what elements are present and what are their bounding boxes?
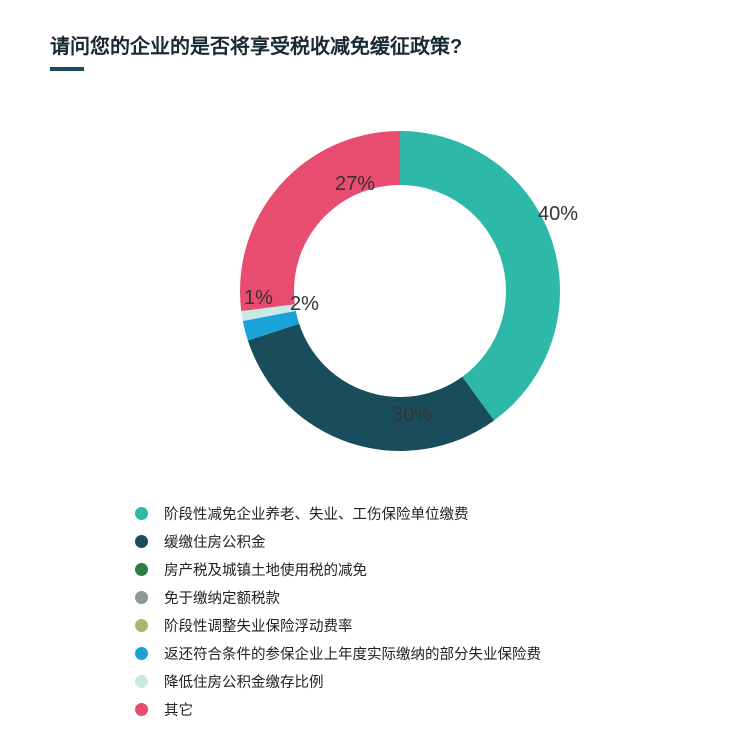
legend-swatch bbox=[135, 535, 148, 548]
donut-chart: 40% 30% 2% 1% 27% bbox=[160, 101, 580, 481]
legend-item: 房产税及城镇土地使用税的减免 bbox=[135, 557, 700, 581]
legend-label: 降低住房公积金缴存比例 bbox=[164, 671, 324, 692]
donut-slice bbox=[240, 131, 400, 311]
slice-label: 2% bbox=[290, 293, 319, 316]
legend-swatch bbox=[135, 619, 148, 632]
legend-swatch bbox=[135, 507, 148, 520]
slice-label: 27% bbox=[335, 173, 375, 196]
legend-item: 阶段性调整失业保险浮动费率 bbox=[135, 613, 700, 637]
donut-slice bbox=[400, 131, 560, 420]
legend-swatch bbox=[135, 591, 148, 604]
legend-swatch bbox=[135, 703, 148, 716]
slice-label: 30% bbox=[392, 404, 432, 427]
legend-label: 阶段性调整失业保险浮动费率 bbox=[164, 615, 353, 636]
legend-swatch bbox=[135, 647, 148, 660]
slice-label: 40% bbox=[538, 203, 578, 226]
legend-label: 免于缴纳定额税款 bbox=[164, 587, 280, 608]
legend-label: 缓缴住房公积金 bbox=[164, 531, 266, 552]
donut-slice bbox=[248, 324, 494, 451]
legend-label: 返还符合条件的参保企业上年度实际缴纳的部分失业保险费 bbox=[164, 643, 541, 664]
legend-item: 其它 bbox=[135, 697, 700, 721]
title-underline bbox=[50, 67, 84, 71]
chart-title: 请问您的企业的是否将享受税收减免缓征政策? bbox=[50, 30, 700, 59]
legend-label: 房产税及城镇土地使用税的减免 bbox=[164, 559, 367, 580]
legend-item: 降低住房公积金缴存比例 bbox=[135, 669, 700, 693]
legend-item: 免于缴纳定额税款 bbox=[135, 585, 700, 609]
legend-item: 阶段性减免企业养老、失业、工伤保险单位缴费 bbox=[135, 501, 700, 525]
legend-item: 返还符合条件的参保企业上年度实际缴纳的部分失业保险费 bbox=[135, 641, 700, 665]
legend-item: 缓缴住房公积金 bbox=[135, 529, 700, 553]
legend-swatch bbox=[135, 675, 148, 688]
legend: 阶段性减免企业养老、失业、工伤保险单位缴费缓缴住房公积金房产税及城镇土地使用税的… bbox=[135, 501, 700, 721]
legend-label: 阶段性减免企业养老、失业、工伤保险单位缴费 bbox=[164, 503, 469, 524]
legend-swatch bbox=[135, 563, 148, 576]
legend-label: 其它 bbox=[164, 699, 193, 720]
slice-label: 1% bbox=[244, 287, 273, 310]
